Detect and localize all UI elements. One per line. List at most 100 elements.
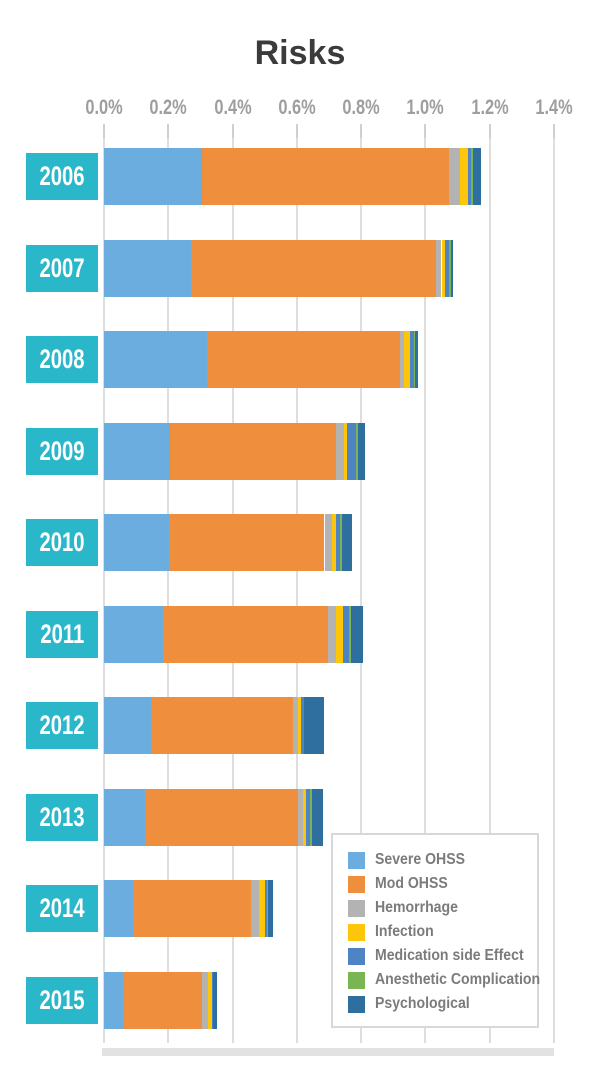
legend-entry-medication-side-effect: Medication side Effect: [348, 944, 537, 968]
gridline: [424, 138, 427, 1043]
bar-segment-mod-ohss: [123, 971, 202, 1029]
bar-segment-anesthetic-complication: [355, 422, 358, 480]
bar-segment-infection: [298, 697, 301, 755]
bar-segment-medication-side-effect: [306, 788, 311, 846]
bar-segment-mod-ohss: [206, 331, 400, 389]
legend-entry-severe-ohss: Severe OHSS: [348, 848, 537, 872]
legend-swatch-severe-ohss: [348, 851, 365, 869]
bar-segment-severe-ohss: [104, 971, 124, 1029]
year-text: 2015: [39, 984, 85, 1015]
bar-segment-medication-side-effect: [347, 422, 356, 480]
bar-segment-psychological: [342, 514, 352, 572]
bar-segment-hemorrhage: [327, 605, 336, 663]
bar-segment-psychological: [311, 788, 324, 846]
bar-segment-anesthetic-complication: [471, 148, 474, 205]
gridline: [553, 138, 555, 1043]
axis-tick-label: 0.6%: [278, 96, 316, 119]
bar-segment-severe-ohss: [104, 239, 191, 297]
year-text: 2013: [39, 801, 85, 832]
bar-segment-mod-ohss: [151, 697, 293, 755]
axis-tick-label: 0.4%: [213, 96, 252, 119]
bar-segment-anesthetic-complication: [267, 880, 268, 938]
bar-segment-medication-side-effect: [409, 331, 414, 389]
bar-segment-anesthetic-complication: [310, 788, 312, 846]
bar-segment-hemorrhage: [250, 880, 259, 938]
bar-segment-severe-ohss: [104, 148, 203, 205]
legend-label: Infection: [375, 923, 434, 940]
bar-segment-hemorrhage: [292, 697, 299, 755]
gridline: [231, 138, 234, 1043]
bar-segment-medication-side-effect: [467, 148, 472, 205]
bar-segment-psychological: [357, 422, 365, 480]
legend-entry-infection: Infection: [348, 920, 537, 944]
year-label-2008: 2008: [26, 336, 98, 384]
bar-segment-psychological: [450, 239, 453, 297]
bar-segment-mod-ohss: [202, 148, 450, 205]
legend-swatch-hemorrhage: [348, 899, 365, 917]
bar-segment-medication-side-effect: [264, 880, 268, 938]
bar-segment-severe-ohss: [104, 697, 152, 755]
axis-tick-mark: [424, 124, 427, 138]
year-text: 2010: [39, 527, 85, 558]
axis-tick-mark: [488, 124, 491, 138]
legend-label: Hemorrhage: [375, 899, 458, 916]
gridline: [295, 138, 298, 1043]
bar-segment-severe-ohss: [104, 422, 170, 480]
bar-segment-severe-ohss: [104, 880, 133, 938]
axis-baseline: [102, 1048, 554, 1056]
bar-segment-mod-ohss: [163, 605, 328, 663]
legend-swatch-medication-side-effect: [348, 947, 365, 965]
year-label-2014: 2014: [26, 885, 98, 933]
legend-swatch-psychological: [348, 995, 365, 1013]
bar-segment-psychological: [415, 331, 418, 389]
axis-tick-mark: [295, 124, 298, 138]
year-label-2012: 2012: [26, 702, 98, 750]
bar-segment-psychological: [212, 971, 217, 1029]
bar-segment-anesthetic-complication: [303, 697, 305, 755]
bar-segment-hemorrhage: [324, 514, 332, 572]
bar-segment-psychological: [473, 148, 481, 205]
axis-tick-label: 1.4%: [535, 96, 573, 119]
bar-segment-hemorrhage: [449, 148, 460, 205]
legend-label: Psychological: [375, 995, 470, 1012]
year-text: 2007: [39, 252, 85, 283]
year-text: 2006: [39, 161, 85, 191]
legend: Severe OHSS Mod OHSS Hemorrhage Infection Me…: [331, 833, 540, 1028]
bar-segment-infection: [335, 605, 344, 663]
year-text: 2012: [39, 710, 85, 741]
axis-tick-label: 0.2%: [149, 96, 187, 119]
axis-tick-mark: [231, 124, 234, 138]
legend-swatch-anesthetic-complication: [348, 971, 365, 989]
bar-segment-infection: [331, 514, 337, 572]
bar-segment-mod-ohss: [144, 788, 298, 846]
legend-label: Severe OHSS: [375, 851, 466, 868]
bar-segment-mod-ohss: [169, 422, 337, 480]
gridline: [103, 138, 105, 1043]
chart-title: Risks: [254, 34, 346, 72]
bar-segment-hemorrhage: [399, 331, 404, 389]
bar-segment-mod-ohss: [190, 239, 437, 297]
bar-segment-mod-ohss: [132, 880, 251, 938]
bar-segment-severe-ohss: [104, 788, 145, 846]
year-label-2010: 2010: [26, 519, 98, 567]
year-label-2013: 2013: [26, 793, 98, 841]
bar-segment-infection: [258, 880, 265, 938]
bar-segment-severe-ohss: [104, 514, 169, 572]
gridline: [360, 138, 363, 1043]
axis-tick-mark: [360, 124, 363, 138]
bar-segment-mod-ohss: [168, 514, 325, 572]
bar-segment-hemorrhage: [201, 971, 208, 1029]
bar-segment-medication-side-effect: [300, 697, 304, 755]
year-text: 2014: [39, 893, 85, 924]
bar-segment-anesthetic-complication: [348, 605, 351, 663]
axis-tick-mark: [553, 124, 555, 138]
bar-segment-hemorrhage: [436, 239, 442, 297]
bar-segment-infection: [207, 971, 212, 1029]
legend-label: Mod OHSS: [375, 875, 448, 892]
bar-segment-hemorrhage: [336, 422, 345, 480]
year-label-2011: 2011: [26, 610, 98, 658]
bar-segment-medication-side-effect: [211, 971, 213, 1029]
bar-segment-medication-side-effect: [343, 605, 349, 663]
bar-segment-psychological: [350, 605, 364, 663]
